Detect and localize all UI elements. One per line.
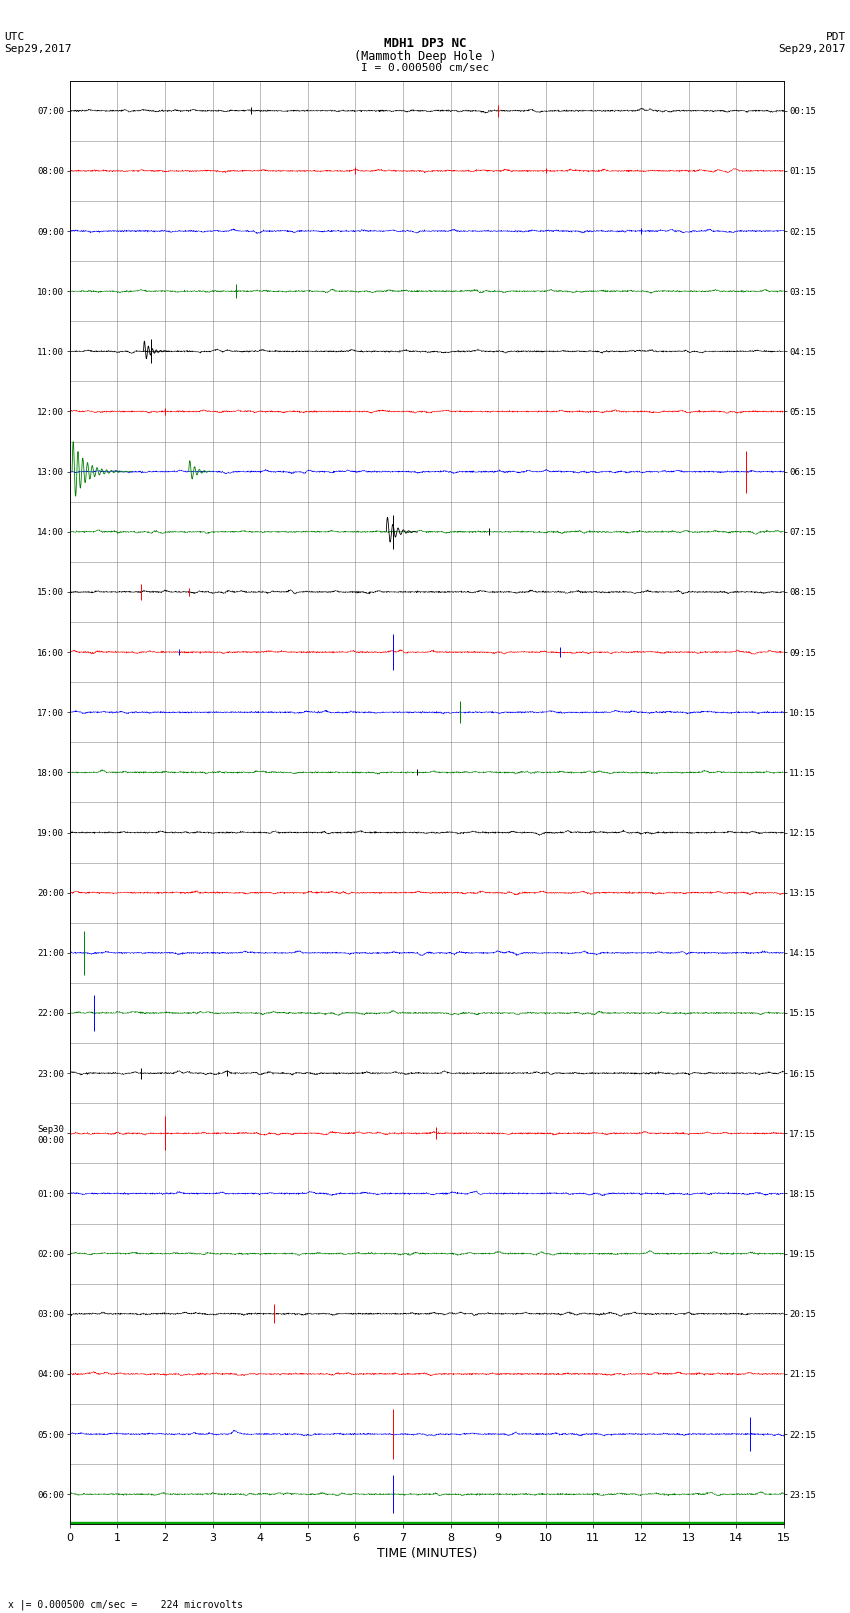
Text: I = 0.000500 cm/sec: I = 0.000500 cm/sec <box>361 63 489 73</box>
Bar <box>70 1521 784 1524</box>
Text: (Mammoth Deep Hole ): (Mammoth Deep Hole ) <box>354 50 496 63</box>
Text: MDH1 DP3 NC: MDH1 DP3 NC <box>383 37 467 50</box>
Text: PDT: PDT <box>825 32 846 42</box>
Text: Sep29,2017: Sep29,2017 <box>4 44 71 53</box>
Text: Sep29,2017: Sep29,2017 <box>779 44 846 53</box>
Text: UTC: UTC <box>4 32 25 42</box>
X-axis label: TIME (MINUTES): TIME (MINUTES) <box>377 1547 477 1560</box>
Text: x |= 0.000500 cm/sec =    224 microvolts: x |= 0.000500 cm/sec = 224 microvolts <box>8 1598 243 1610</box>
